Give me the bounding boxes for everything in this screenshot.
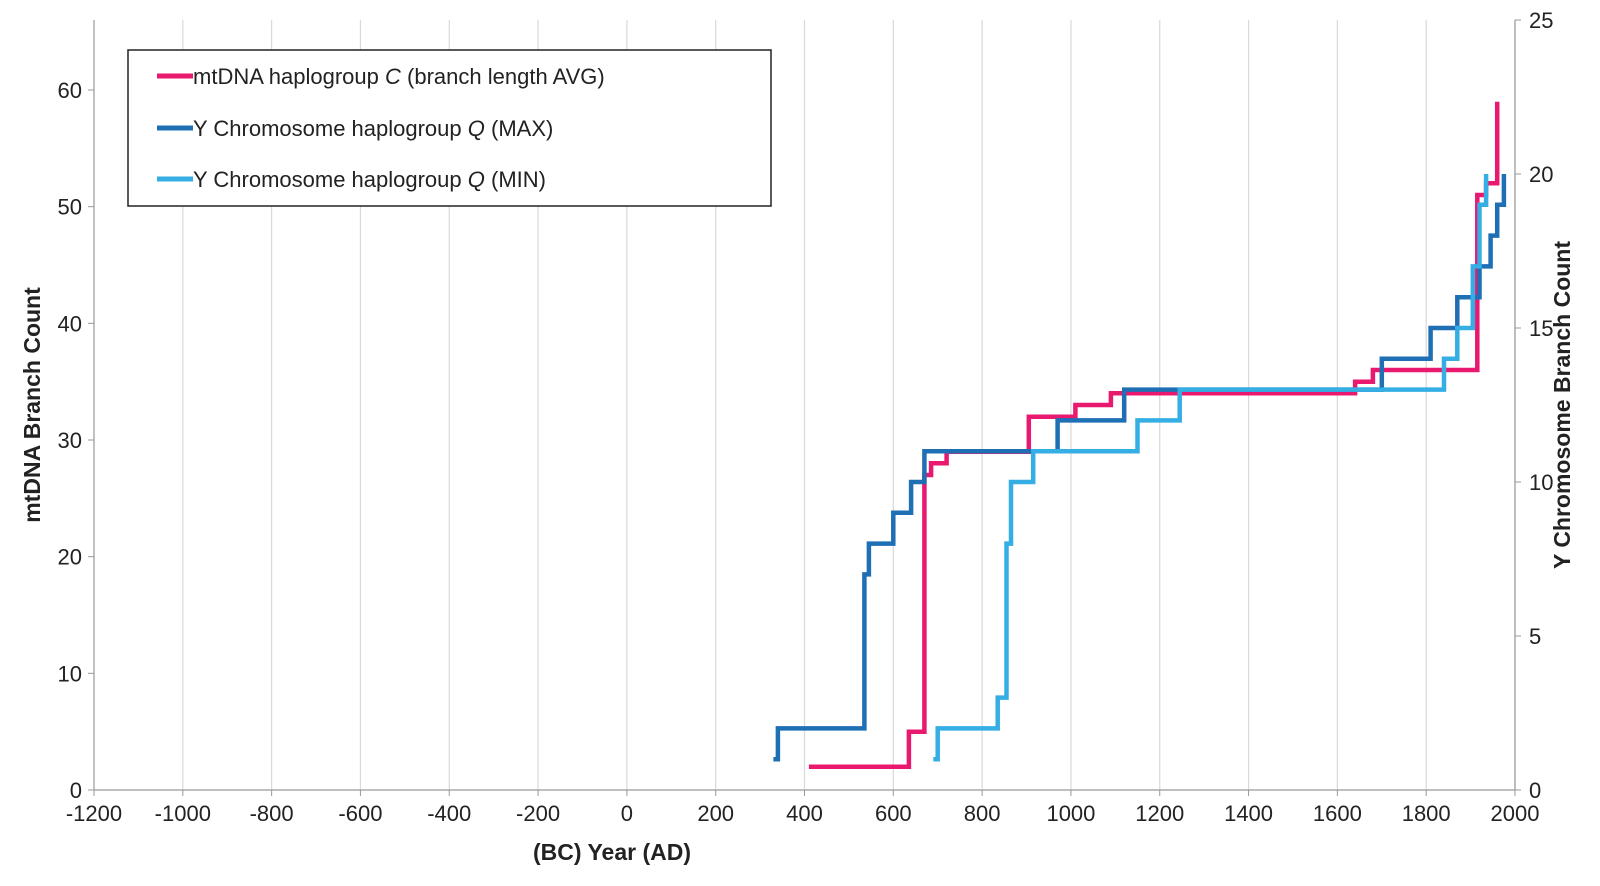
legend-box [127, 49, 772, 207]
series [773, 101, 1507, 769]
y-left-tick-label: 10 [58, 661, 82, 686]
y-right-tick-label: 10 [1529, 470, 1553, 495]
y-axis-right-title: Y Chromosome Branch Count [1549, 241, 1575, 569]
y-right-tick-label: 5 [1529, 624, 1541, 649]
y-left-tick-label: 50 [58, 195, 82, 220]
legend-item-y-min: Y Chromosome haplogroup Q (MIN) [157, 167, 546, 192]
y-left-tick-label: 0 [70, 778, 82, 803]
x-tick-label: -200 [516, 801, 560, 826]
axes [88, 19, 1521, 796]
legend-label-y-max: Y Chromosome haplogroup Q (MAX) [193, 116, 553, 141]
legend-label-mtdna: mtDNA haplogroup C (branch length AVG) [193, 64, 605, 89]
legend-item-y-max: Y Chromosome haplogroup Q (MAX) [157, 116, 553, 141]
x-tick-label: 800 [964, 801, 1001, 826]
x-tick-label: 1400 [1224, 801, 1273, 826]
legend: mtDNA haplogroup C (branch length AVG) Y… [127, 49, 772, 207]
x-tick-label: 400 [786, 801, 823, 826]
y-left-tick-label: 40 [58, 311, 82, 336]
y-axis-left-title: mtDNA Branch Count [19, 287, 45, 523]
y-left-tick-label: 60 [58, 78, 82, 103]
x-tick-label: 1600 [1313, 801, 1362, 826]
x-tick-label: 1200 [1135, 801, 1184, 826]
y-right-tick-label: 20 [1529, 162, 1553, 187]
x-tick-label: -600 [338, 801, 382, 826]
x-tick-label: 1800 [1402, 801, 1451, 826]
x-tick-label: -1200 [66, 801, 122, 826]
x-tick-label: 200 [697, 801, 734, 826]
y-left-tick-label: 20 [58, 545, 82, 570]
tick-labels: -1200 -1000 -800 -600 -400 -200 0 200 400 600 800 1… [58, 8, 1554, 826]
x-tick-label: -800 [250, 801, 294, 826]
series-y-q-min-line [933, 174, 1489, 762]
x-tick-label: 600 [875, 801, 912, 826]
x-tick-label: 2000 [1491, 801, 1540, 826]
series-y-q-max-line [773, 174, 1507, 762]
x-tick-label: 1000 [1046, 801, 1095, 826]
x-axis-title: (BC) Year (AD) [533, 839, 691, 865]
y-right-tick-label: 15 [1529, 316, 1553, 341]
x-tick-label: 0 [621, 801, 633, 826]
y-right-tick-label: 25 [1529, 8, 1553, 33]
y-left-tick-label: 30 [58, 428, 82, 453]
y-right-tick-label: 0 [1529, 778, 1541, 803]
legend-item-mtdna: mtDNA haplogroup C (branch length AVG) [157, 64, 605, 89]
x-tick-label: -400 [427, 801, 471, 826]
legend-label-y-min: Y Chromosome haplogroup Q (MIN) [193, 167, 546, 192]
x-tick-label: -1000 [155, 801, 211, 826]
